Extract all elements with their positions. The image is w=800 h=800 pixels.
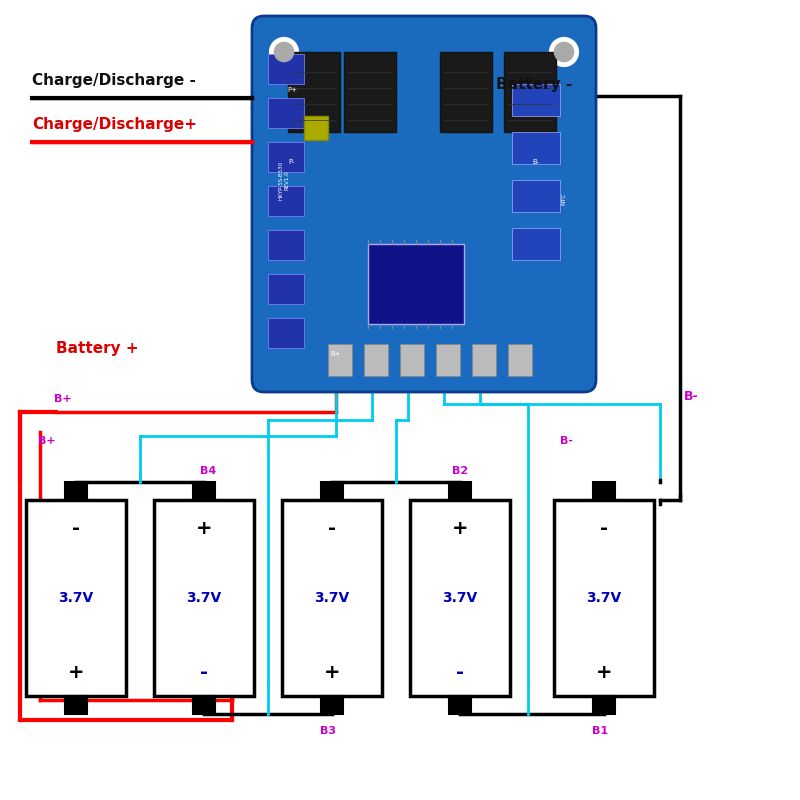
Bar [440,52,492,132]
Bar [512,132,560,164]
Text: B+: B+ [330,351,342,357]
Text: HBXYHTE: HBXYHTE [382,230,466,248]
Circle shape [554,42,574,62]
Bar [364,344,388,376]
Text: -: - [200,662,208,682]
Text: B-: B- [684,390,698,403]
Bar [268,142,304,172]
Bar [508,344,532,376]
Text: +: + [68,662,84,682]
Bar [436,344,460,376]
Bar [268,230,304,260]
Bar [282,500,382,696]
Text: B3: B3 [320,726,336,736]
Text: B2: B2 [452,466,468,476]
Bar [26,500,126,696]
Bar [268,186,304,216]
Circle shape [550,38,578,66]
Text: 3.7V: 3.7V [186,591,222,605]
Bar [593,482,615,500]
Text: 3.7V: 3.7V [586,591,622,605]
Bar [268,54,304,84]
Bar [193,482,215,500]
Text: B-: B- [560,436,573,446]
Bar [504,52,556,132]
Text: 3.7V: 3.7V [58,591,94,605]
Bar [288,52,340,132]
Bar [449,696,471,714]
Bar [449,482,471,500]
Text: B+: B+ [54,394,72,403]
Text: +: + [596,662,612,682]
Bar [593,696,615,714]
Bar [512,180,560,212]
Circle shape [274,42,294,62]
FancyBboxPatch shape [252,16,596,392]
Text: -: - [328,518,336,538]
Text: +: + [452,518,468,538]
Bar [65,696,87,714]
Text: P-: P- [289,159,295,165]
Text: -: - [456,662,464,682]
Text: -: - [600,518,608,538]
Text: NTC: NTC [562,192,566,205]
Text: HXYP-5S-B530
REV1.0: HXYP-5S-B530 REV1.0 [278,161,290,199]
Text: B-: B- [532,159,540,165]
Bar [554,500,654,696]
Bar [268,318,304,348]
Text: 3.7V: 3.7V [314,591,350,605]
Bar [328,344,352,376]
Text: B4: B4 [200,466,216,476]
Text: Battery +: Battery + [56,341,138,355]
Bar [410,500,510,696]
Bar [512,84,560,116]
Circle shape [270,38,298,66]
Bar [344,52,396,132]
Text: Charge/Discharge+: Charge/Discharge+ [32,117,197,131]
Bar [65,482,87,500]
Bar [472,344,496,376]
Text: +: + [196,518,212,538]
Bar [268,274,304,304]
Text: +: + [324,662,340,682]
Bar [321,696,343,714]
Bar [193,696,215,714]
Bar [400,344,424,376]
Text: Battery -: Battery - [496,77,572,91]
Bar [512,228,560,260]
Text: P+: P+ [287,87,297,93]
Bar [368,244,464,324]
Bar [304,116,328,140]
Text: Charge/Discharge -: Charge/Discharge - [32,73,196,87]
Bar [321,482,343,500]
Bar [154,500,254,696]
Text: 3.7V: 3.7V [442,591,478,605]
Text: B1: B1 [592,726,608,736]
Bar [268,98,304,128]
Text: B+: B+ [38,436,56,446]
Text: -: - [72,518,80,538]
